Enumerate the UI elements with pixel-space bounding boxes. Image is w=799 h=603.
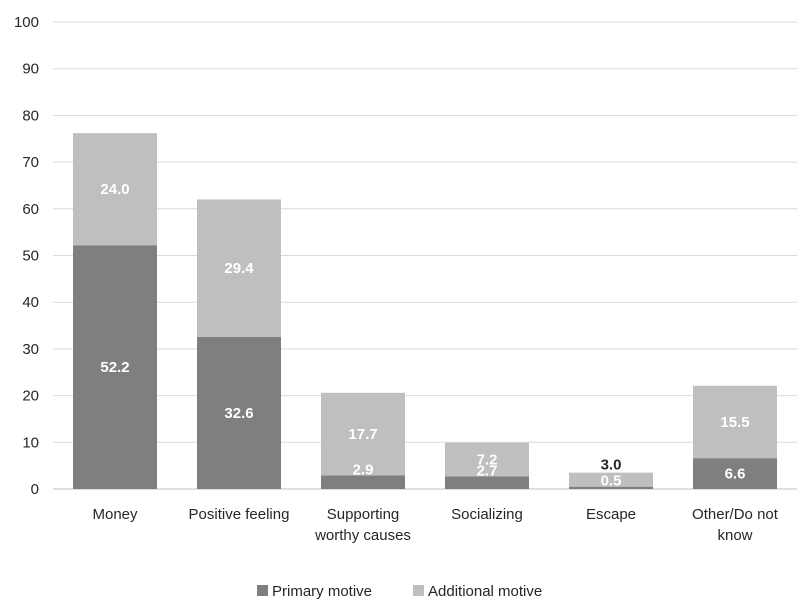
bar-primary-4 [569,486,653,489]
data-label-additional-0: 24.0 [100,181,129,198]
bar-primary-5 [693,458,777,489]
y-tick-label: 0 [31,481,39,498]
x-category-label: worthy causes [314,527,411,544]
bar-primary-2 [321,475,405,489]
bar-additional-1 [197,199,281,337]
data-label-additional-3: 7.2 [477,452,498,469]
legend: Primary motive Additional motive [257,583,542,600]
data-label-additional-5: 15.5 [720,414,749,431]
y-tick-label: 20 [22,388,39,405]
x-category-label: Socializing [451,506,523,523]
legend-label-primary: Primary motive [272,583,372,600]
bar-additional-4 [569,472,653,487]
data-label-additional-2: 17.7 [348,426,377,443]
data-label-primary-5: 6.6 [725,466,746,483]
x-category-label: know [717,527,752,544]
data-label-primary-3: 2.7 [477,462,498,479]
x-category-label: Other/Do not [692,506,779,523]
x-category-label: Positive feeling [189,506,290,523]
data-label-primary-2: 2.9 [353,461,374,478]
y-axis-ticks: 0 10 20 30 40 50 60 70 80 90 100 [14,14,39,498]
y-tick-label: 70 [22,154,39,171]
legend-swatch-primary [257,585,268,596]
bar-additional-2 [321,392,405,476]
y-tick-label: 10 [22,434,39,451]
bar-primary-3 [445,476,529,489]
data-label-primary-4: 0.5 [601,473,622,490]
data-label-additional-1: 29.4 [224,260,254,277]
bar-additional-5 [693,385,777,459]
x-category-label: Supporting [327,506,400,523]
bar-primary-1 [197,336,281,489]
y-tick-label: 50 [22,248,39,265]
gridlines [53,21,797,490]
data-label-additional-4: 3.0 [601,457,622,474]
data-label-primary-0: 52.2 [100,359,129,376]
y-tick-label: 60 [22,201,39,218]
y-tick-label: 100 [14,14,39,31]
legend-swatch-additional [413,585,424,596]
bar-additional-3 [445,442,529,477]
x-category-label: Money [92,506,138,523]
legend-label-additional: Additional motive [428,583,542,600]
y-tick-label: 90 [22,61,39,78]
bars [73,133,777,489]
y-tick-label: 30 [22,341,39,358]
x-category-label: Escape [586,506,636,523]
y-tick-label: 80 [22,107,39,124]
data-label-primary-1: 32.6 [224,405,253,422]
bar-additional-0 [73,133,157,246]
bar-primary-0 [73,245,157,489]
data-labels: 52.2 24.0 32.6 29.4 2.9 17.7 2.77.2 0.53.0 6.6 15… [100,181,749,489]
y-tick-label: 40 [22,294,39,311]
x-axis-categories: Money Positive feeling Supporting worthy ca… [92,506,778,544]
